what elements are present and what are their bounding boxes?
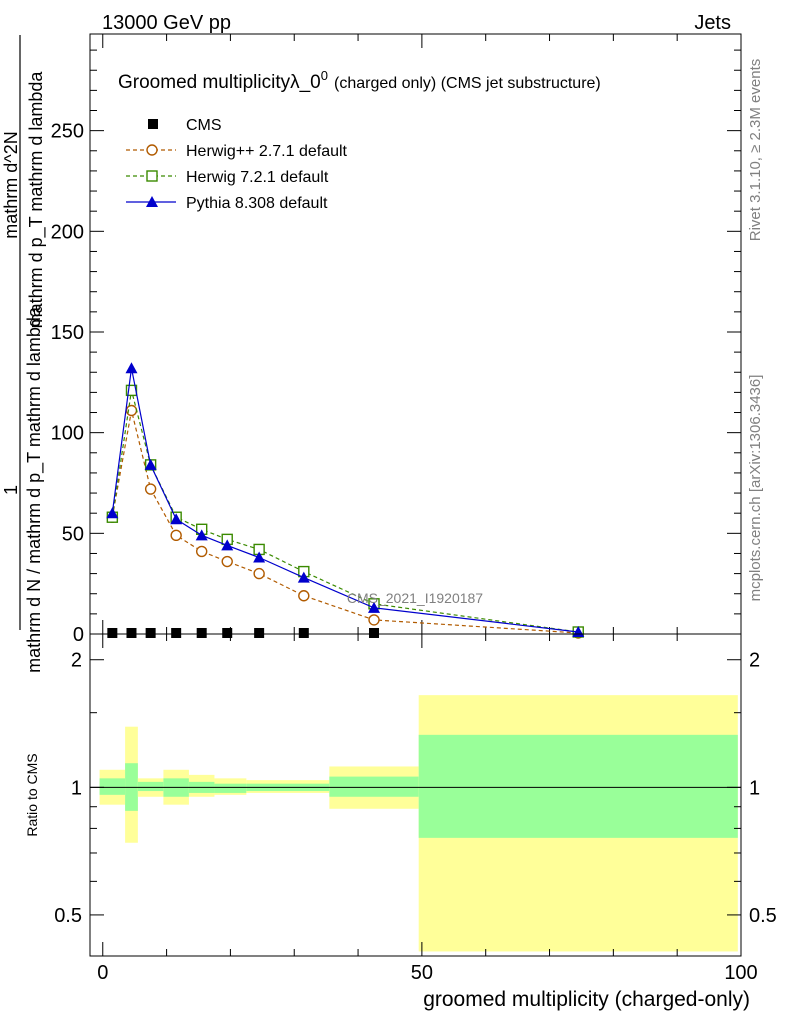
main-ytick-label: 50 xyxy=(62,523,84,545)
ratio-ytick-label-left: 1 xyxy=(71,777,82,799)
rivet-label: Rivet 3.1.10, ≥ 2.3M events xyxy=(747,59,764,242)
main-ytick-label: 150 xyxy=(51,322,84,344)
legend-marker-pythia xyxy=(146,196,158,207)
main-ytick-label: 100 xyxy=(51,423,84,445)
main-ytick-label: 200 xyxy=(51,221,84,243)
legend: CMS Herwig++ 2.7.1 default Herwig 7.2.1 … xyxy=(126,117,348,212)
main-axis-ticks: 0 50 100 150 200 250 xyxy=(51,34,742,646)
legend-label-cms: CMS xyxy=(186,117,222,134)
legend-marker-cms xyxy=(148,119,158,129)
ratio-band-inner-2 xyxy=(137,781,164,792)
ylabel-top: 1 xyxy=(1,485,21,495)
data-point-0-2 xyxy=(145,627,156,638)
plot-title: Groomed multiplicityλ_00 (charged only) (… xyxy=(118,68,601,93)
data-point-1-2 xyxy=(144,483,157,495)
ratio-ytick-label-right: 1 xyxy=(749,777,760,799)
ratio-band-inner-8 xyxy=(418,734,738,838)
plot-title-main: Groomed multiplicityλ_0 xyxy=(118,72,321,93)
legend-label-herwigpp: Herwig++ 2.7.1 default xyxy=(186,143,348,160)
ratio-band-inner-5 xyxy=(214,783,247,793)
data-point-3-3 xyxy=(170,513,183,525)
ylabel-bottom: mathrm d N / mathrm d p_T mathrm d lambd… xyxy=(24,306,45,673)
data-point-1-4 xyxy=(195,545,208,558)
ratio-panel: 0.5 0.5 1 1 2 2 0 50 100 Ratio to CMS groomed mu… xyxy=(24,633,777,1011)
data-point-0-8 xyxy=(369,627,380,638)
series-0 xyxy=(107,627,380,638)
data-point-1-8 xyxy=(368,614,380,626)
xtick-label: 100 xyxy=(724,962,757,984)
data-point-3-0 xyxy=(106,507,119,519)
legend-entry-herwig7: Herwig 7.2.1 default xyxy=(126,169,329,186)
data-point-0-3 xyxy=(171,627,182,638)
ratio-ytick-label-left: 2 xyxy=(71,650,82,672)
ratio-bands-layer xyxy=(99,695,738,952)
data-point-0-1 xyxy=(126,627,137,638)
mcplots-label: mcplots.cern.ch [arXiv:1306.3436] xyxy=(747,375,764,602)
plot-title-sup: 0 xyxy=(321,68,328,83)
ratio-ytick-label-left: 0.5 xyxy=(54,905,82,927)
main-ytick-label: 0 xyxy=(73,624,84,646)
data-point-3-5 xyxy=(221,539,234,551)
series-3 xyxy=(106,362,585,637)
ratio-ylabel: Ratio to CMS xyxy=(24,753,40,836)
watermark: CMS_2021_I1920187 xyxy=(347,590,483,606)
series-line-1 xyxy=(111,410,579,634)
xtick-label: 0 xyxy=(97,962,108,984)
data-point-0-0 xyxy=(107,627,118,638)
legend-entry-herwigpp: Herwig++ 2.7.1 default xyxy=(126,143,348,160)
legend-label-pythia: Pythia 8.308 default xyxy=(186,195,328,212)
ratio-axis-ticks: 0.5 0.5 1 1 2 2 0 50 100 xyxy=(54,634,777,984)
data-point-1-6 xyxy=(253,567,265,580)
plot-title-note: (charged only) (CMS jet substructure) xyxy=(334,75,601,92)
data-point-3-2 xyxy=(144,458,157,470)
main-series-layer xyxy=(106,362,585,639)
legend-label-herwig7: Herwig 7.2.1 default xyxy=(186,169,329,186)
main-ytick-label: 250 xyxy=(51,121,84,143)
data-point-0-7 xyxy=(298,627,309,638)
legend-marker-herwigpp xyxy=(146,144,158,156)
ratio-band-inner-7 xyxy=(329,776,419,797)
ratio-band-inner-0 xyxy=(99,778,126,795)
data-point-3-1 xyxy=(125,362,138,374)
data-point-1-3 xyxy=(170,529,182,542)
ratio-ytick-label-right: 0.5 xyxy=(749,905,777,927)
data-point-3-6 xyxy=(253,551,266,563)
data-point-1-7 xyxy=(298,590,310,602)
data-point-3-8 xyxy=(368,601,381,613)
data-point-3-4 xyxy=(195,529,208,541)
legend-entry-pythia: Pythia 8.308 default xyxy=(126,195,328,212)
legend-entry-cms: CMS xyxy=(148,117,222,134)
data-point-0-4 xyxy=(196,627,207,638)
ratio-plot-frame xyxy=(89,633,742,957)
data-point-3-7 xyxy=(297,571,310,583)
data-point-1-5 xyxy=(221,555,233,568)
data-point-0-6 xyxy=(254,627,265,638)
header-left: 13000 GeV pp xyxy=(102,12,231,34)
series-1 xyxy=(106,404,584,639)
ylabel-denominator: mathrm d p_T mathrm d lambda xyxy=(26,71,47,329)
legend-marker-herwig7 xyxy=(146,170,158,182)
xtick-label: 50 xyxy=(411,962,433,984)
header-right: Jets xyxy=(694,12,731,34)
ylabel-numerator: mathrm d^2N xyxy=(1,131,21,238)
ratio-ytick-label-right: 2 xyxy=(749,650,760,672)
data-point-0-5 xyxy=(222,627,233,638)
series-line-3 xyxy=(111,368,579,633)
x-axis-label: groomed multiplicity (charged-only) xyxy=(423,988,750,1011)
